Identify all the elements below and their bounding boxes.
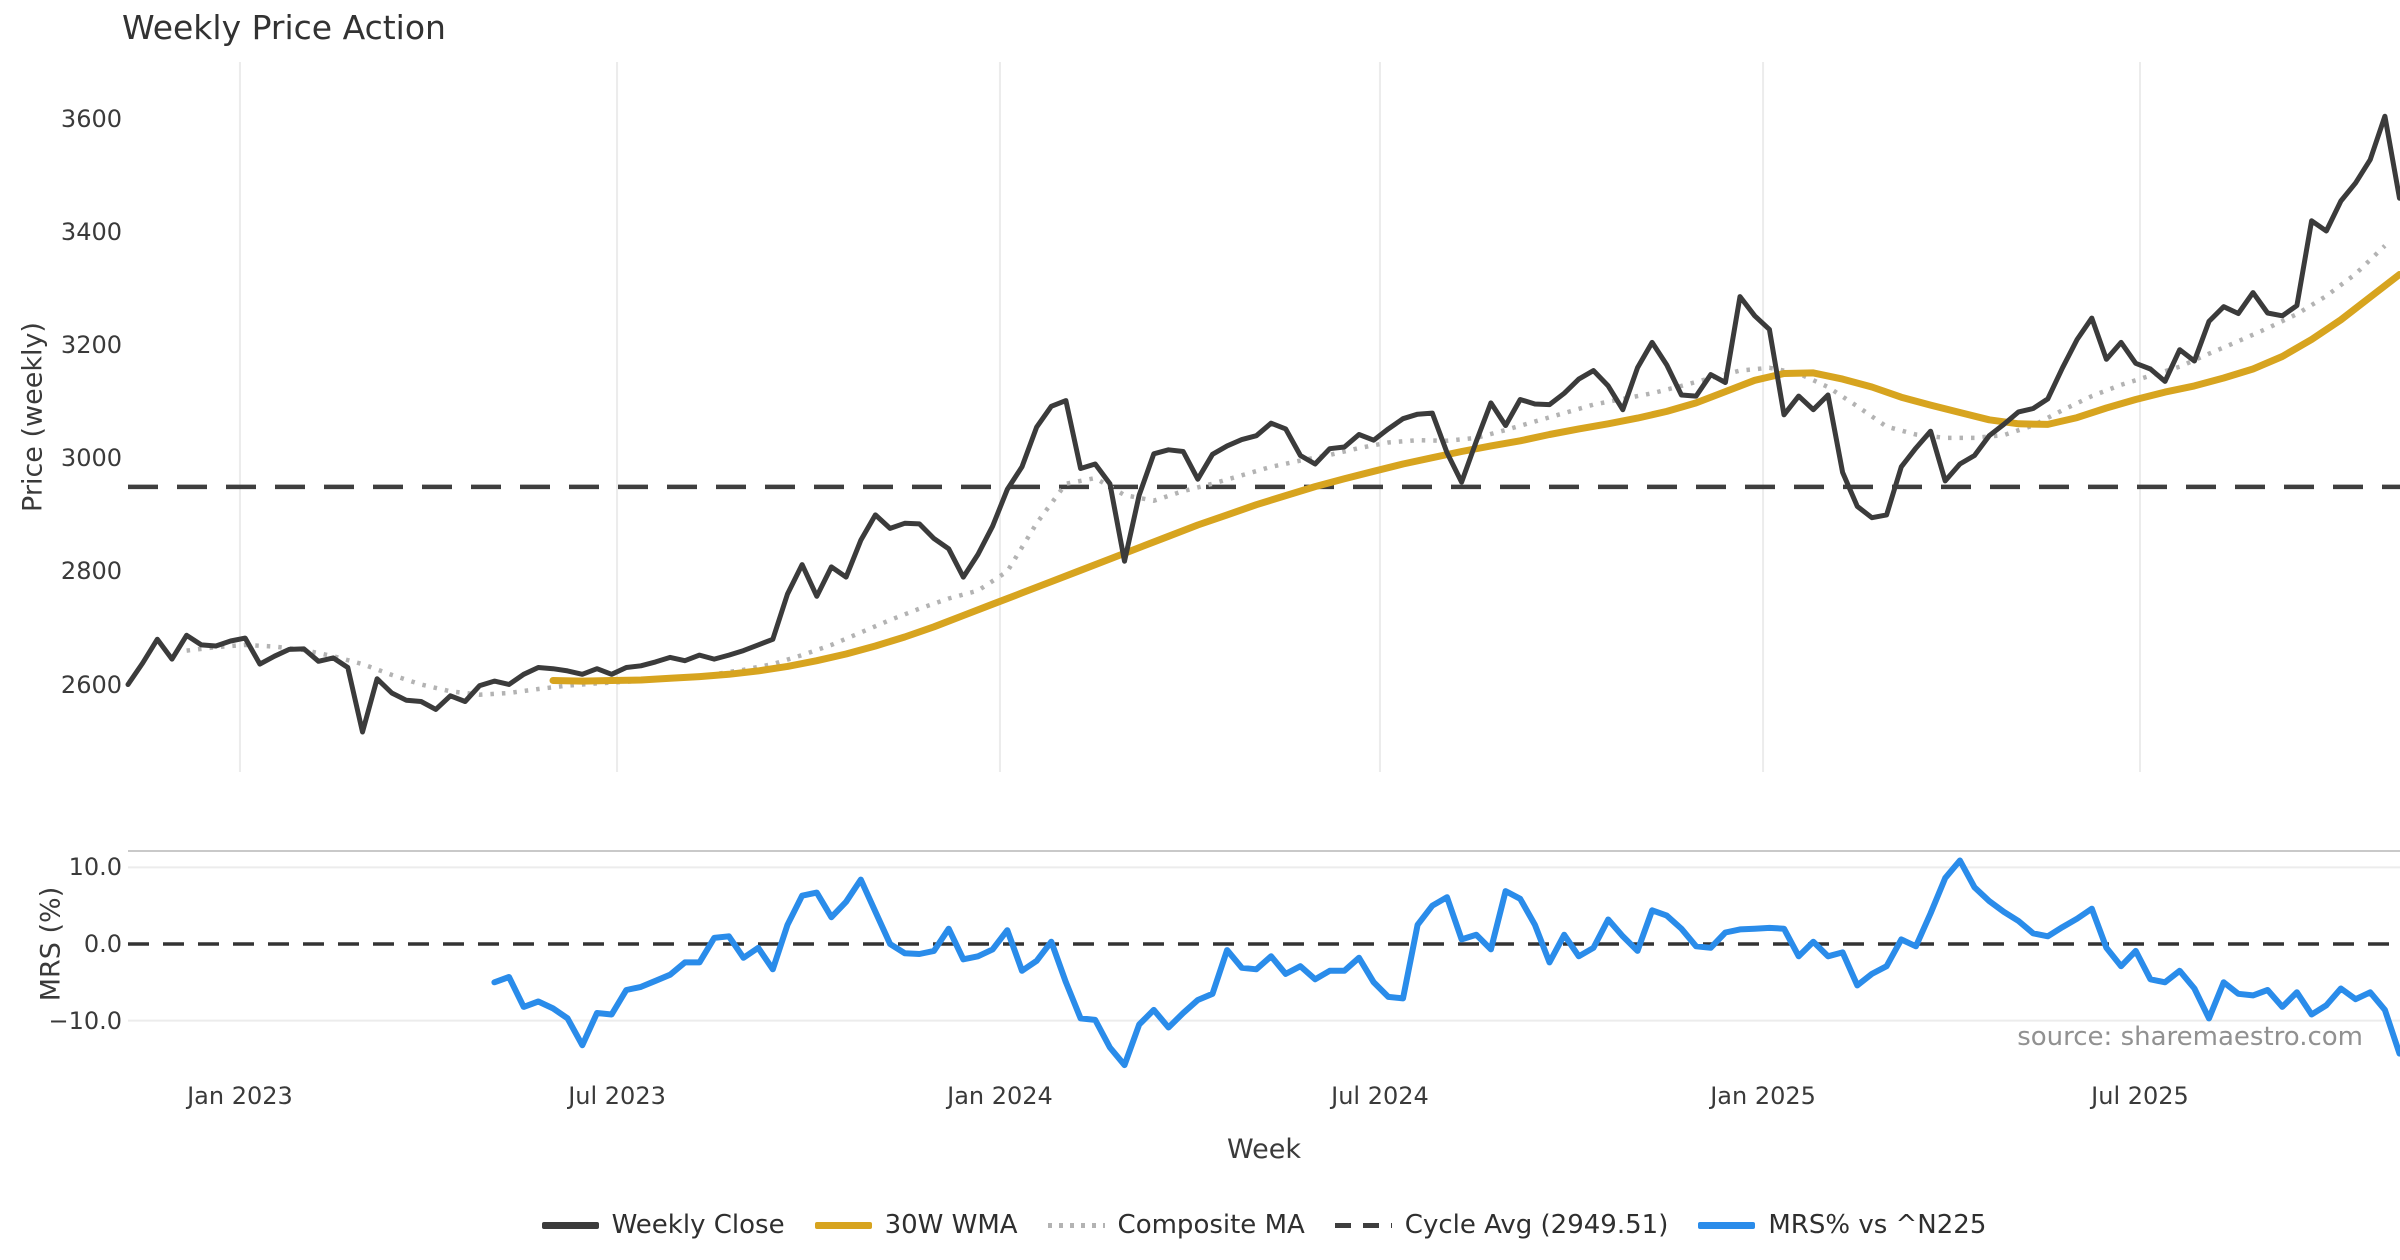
mrs-tick-label: 0.0 [83,930,122,958]
x-tick-label: Jan 2023 [187,1082,293,1110]
price-tick-label: 2600 [60,670,122,699]
legend-item: Weekly Close [541,1210,785,1240]
legend-label: 30W WMA [884,1210,1018,1240]
legend-label: MRS% vs ^N225 [1768,1210,1987,1240]
legend-swatch-dashed-icon [1334,1222,1392,1228]
legend-label: Composite MA [1117,1210,1305,1240]
price-tick-label: 2800 [60,557,122,586]
legend-item: MRS% vs ^N225 [1698,1210,1986,1240]
composite-ma-line [186,244,2387,697]
legend-swatch-solid-icon [541,1221,599,1229]
legend-swatch-dotted-icon [1047,1222,1105,1228]
mrs-tick-label: −10.0 [48,1006,122,1035]
x-tick-label: Jul 2024 [1331,1082,1429,1110]
price-axis-label: Price (weekly) [17,322,49,512]
legend: Weekly Close 30W WMA Composite MA Cycle Avg… [128,1210,2400,1240]
legend-item: Composite MA [1047,1210,1305,1240]
legend-item: 30W WMA [814,1210,1018,1240]
price-tick-label: 3600 [60,105,122,133]
mrs-tick-label: 10.0 [68,853,122,882]
price-tick-label: 3200 [60,331,122,360]
legend-label: Weekly Close [611,1210,785,1240]
legend-swatch-solid-icon [1698,1221,1756,1229]
x-tick-label: Jul 2025 [2091,1082,2189,1110]
x-tick-label: Jan 2024 [947,1082,1053,1110]
weekly-close-line [125,113,2400,735]
chart-title: Weekly Price Action [122,8,446,47]
x-tick-label: Jul 2023 [568,1082,666,1110]
legend-item: Cycle Avg (2949.51) [1334,1210,1669,1240]
wma-30w-line [549,271,2400,685]
price-tick-label: 3400 [60,218,122,247]
price-tick-label: 3000 [60,444,122,473]
mrs-line [491,857,2400,1069]
x-tick-label: Jan 2025 [1710,1082,1816,1110]
x-axis-label: Week [1227,1134,1301,1165]
legend-swatch-solid-icon [814,1221,872,1229]
legend-label: Cycle Avg (2949.51) [1404,1210,1669,1240]
source-credit: source: sharemaestro.com [2017,1022,2363,1052]
mrs-axis-label: MRS (%) [35,886,67,1002]
